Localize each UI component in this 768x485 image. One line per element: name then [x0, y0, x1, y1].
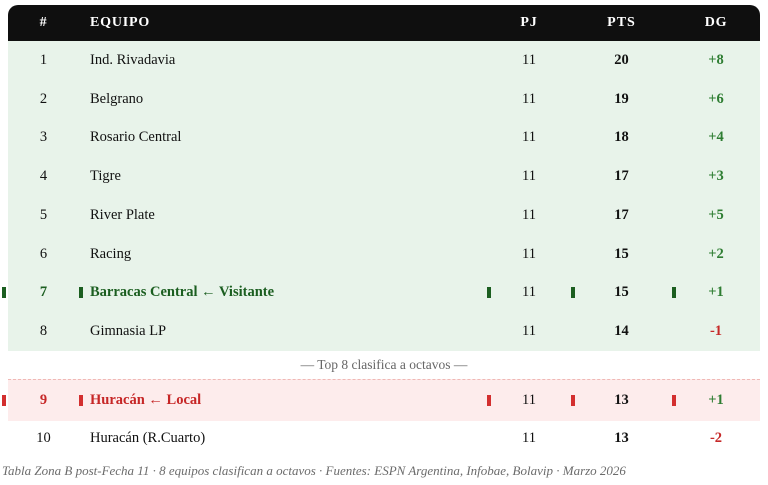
- team-cell: Huracán ← Local: [79, 392, 487, 409]
- pj-cell: 11: [487, 392, 571, 409]
- qualification-separator: — Top 8 clasifica a octavos —: [8, 351, 760, 379]
- header-rank: #: [39, 15, 48, 30]
- team-cell: Belgrano: [90, 90, 144, 107]
- table-row: 3 Rosario Central 11 18 +4: [8, 118, 760, 158]
- rank-cell: 3: [39, 129, 48, 146]
- pj-cell: 11: [522, 323, 536, 340]
- rank-cell: 5: [39, 206, 48, 223]
- rank-cell: 6: [39, 245, 48, 262]
- pts-cell: 17: [614, 168, 629, 185]
- pj-cell: 11: [522, 430, 536, 446]
- team-cell: Barracas Central ← Visitante: [79, 284, 487, 301]
- header-dg: DG: [704, 15, 728, 30]
- rank-cell: 7: [2, 284, 79, 301]
- pts-cell: 13: [571, 392, 672, 409]
- table-row: 7 Barracas Central ← Visitante 11 15 +1: [2, 273, 760, 313]
- rank-cell: 10: [36, 430, 51, 446]
- team-cell: Ind. Rivadavia: [90, 51, 176, 68]
- table-row: 10 Huracán (R.Cuarto) 11 13 -2: [8, 421, 760, 456]
- pts-cell: 18: [614, 129, 629, 146]
- header-pj: PJ: [520, 15, 538, 30]
- dg-cell: +8: [708, 51, 724, 68]
- header-equipo: EQUIPO: [90, 15, 151, 30]
- team-cell: Rosario Central: [90, 129, 182, 146]
- pts-cell: 15: [571, 284, 672, 301]
- pts-cell: 20: [614, 51, 629, 68]
- dg-cell: +1: [672, 392, 760, 409]
- table-header: # EQUIPO PJ PTS DG: [8, 5, 760, 41]
- dg-cell: +1: [672, 284, 760, 301]
- pts-cell: 15: [614, 245, 629, 262]
- pts-cell: 13: [614, 430, 629, 446]
- dg-cell: +5: [708, 206, 724, 223]
- pj-cell: 11: [487, 284, 571, 301]
- standings-table: # EQUIPO PJ PTS DG 1 Ind. Rivadavia 11 20 +8…: [2, 5, 760, 456]
- table-row: 8 Gimnasia LP 11 14 -1: [8, 312, 760, 351]
- team-cell: River Plate: [90, 206, 155, 223]
- pj-cell: 11: [522, 51, 536, 68]
- pj-cell: 11: [522, 129, 536, 146]
- qualification-separator-label: — Top 8 clasifica a octavos —: [300, 357, 468, 372]
- dg-cell: -2: [709, 430, 723, 446]
- dg-cell: +6: [708, 90, 724, 107]
- table-row: 9 Huracán ← Local 11 13 +1: [2, 379, 760, 421]
- pj-cell: 11: [522, 168, 536, 185]
- table-caption: Tabla Zona B post-Fecha 11 · 8 equipos c…: [2, 463, 626, 478]
- table-row: 2 Belgrano 11 19 +6: [8, 79, 760, 119]
- table-row: 5 River Plate 11 17 +5: [8, 196, 760, 235]
- pts-cell: 19: [614, 90, 629, 107]
- rank-cell: 1: [39, 51, 48, 68]
- pts-cell: 17: [614, 206, 629, 223]
- rank-cell: 4: [39, 168, 48, 185]
- team-cell: Racing: [90, 245, 132, 262]
- team-cell: Huracán (R.Cuarto): [90, 430, 206, 446]
- rank-cell: 9: [2, 392, 79, 409]
- dg-cell: +3: [708, 168, 724, 185]
- table-body: 1 Ind. Rivadavia 11 20 +8 2 Belgrano 11 19 +6 3 Ros…: [2, 41, 760, 456]
- pj-cell: 11: [522, 90, 536, 107]
- dg-cell: -1: [709, 323, 723, 340]
- table-row: 1 Ind. Rivadavia 11 20 +8: [8, 41, 760, 80]
- table-row: 6 Racing 11 15 +2: [8, 234, 760, 274]
- team-cell: Gimnasia LP: [90, 323, 167, 340]
- table-row: 4 Tigre 11 17 +3: [8, 157, 760, 196]
- rank-cell: 8: [39, 323, 48, 340]
- team-cell: Tigre: [90, 168, 121, 185]
- pts-cell: 14: [614, 323, 629, 340]
- dg-cell: +2: [708, 245, 724, 262]
- pj-cell: 11: [522, 245, 536, 262]
- dg-cell: +4: [708, 129, 724, 146]
- pj-cell: 11: [522, 206, 536, 223]
- rank-cell: 2: [39, 90, 48, 107]
- header-pts: PTS: [607, 15, 636, 30]
